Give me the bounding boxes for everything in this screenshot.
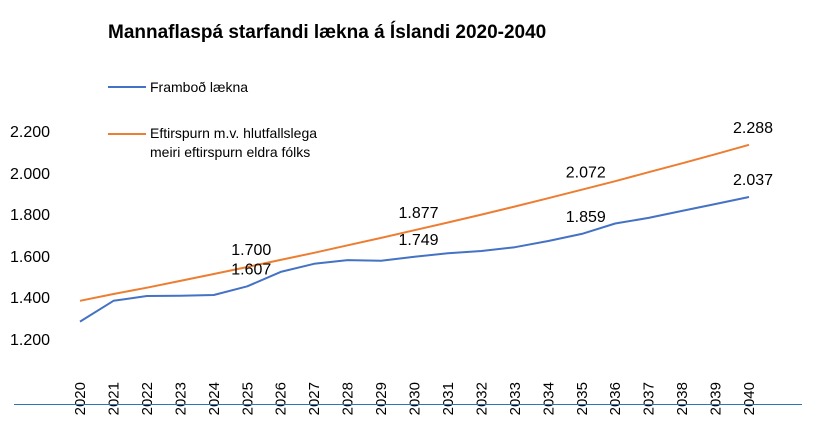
y-tick-label: 2.000 [10, 165, 51, 183]
legend-swatch-demand [108, 133, 146, 135]
legend-label-supply: Framboð lækna [150, 79, 249, 95]
x-tick-label: 2040 [741, 382, 758, 415]
legend-swatch-supply [108, 86, 146, 89]
footer-divider [14, 404, 802, 405]
x-tick-label: 2020 [72, 382, 89, 415]
x-tick-label: 2032 [473, 382, 490, 415]
series-line-supply [79, 196, 750, 323]
x-tick-label: 2038 [674, 382, 691, 415]
x-tick-label: 2037 [641, 382, 658, 415]
x-tick-label: 2021 [105, 382, 122, 415]
legend-label-demand-line2: meiri eftirspurn eldra fólks [150, 144, 311, 160]
legend-label-demand-line1: Eftirspurn m.v. hlutfallslega [150, 125, 318, 141]
data-label: 2.072 [566, 165, 606, 182]
x-tick-label: 2022 [139, 382, 156, 415]
y-tick-label: 1.600 [10, 248, 51, 266]
data-label: 1.859 [566, 209, 606, 226]
data-label: 2.037 [733, 172, 773, 189]
data-label: 2.288 [733, 120, 773, 137]
y-tick-label: 1.200 [10, 331, 51, 349]
legend-label-demand: Eftirspurn m.v. hlutfallslega meiri eftir… [150, 124, 317, 162]
y-tick-label: 1.400 [10, 290, 51, 308]
x-tick-label: 2035 [574, 382, 591, 415]
x-tick-label: 2031 [440, 382, 457, 415]
data-label: 1.749 [398, 232, 438, 249]
x-tick-label: 2026 [273, 382, 290, 415]
legend-item-supply: Framboð lækna [108, 78, 248, 97]
data-label: 1.877 [398, 205, 438, 222]
y-tick-label: 1.800 [10, 207, 51, 225]
series-line-demand [79, 143, 750, 302]
x-tick-label: 2033 [507, 382, 524, 415]
x-tick-label: 2023 [172, 382, 189, 415]
x-tick-label: 2027 [306, 382, 323, 415]
chart-title: Mannaflaspá starfandi lækna á Íslandi 20… [108, 22, 547, 43]
x-tick-label: 2024 [206, 382, 223, 415]
x-tick-label: 2034 [540, 382, 557, 415]
x-tick-label: 2036 [607, 382, 624, 415]
x-tick-label: 2025 [239, 382, 256, 415]
x-tick-label: 2028 [340, 382, 357, 415]
data-label: 1.700 [231, 242, 271, 259]
y-tick-label: 2.200 [10, 124, 51, 142]
x-tick-label: 2030 [407, 382, 424, 415]
legend-item-demand: Eftirspurn m.v. hlutfallslega meiri eftir… [108, 124, 317, 162]
x-tick-label: 2029 [373, 382, 390, 415]
x-tick-label: 2039 [708, 382, 725, 415]
data-label: 1.607 [231, 261, 271, 278]
